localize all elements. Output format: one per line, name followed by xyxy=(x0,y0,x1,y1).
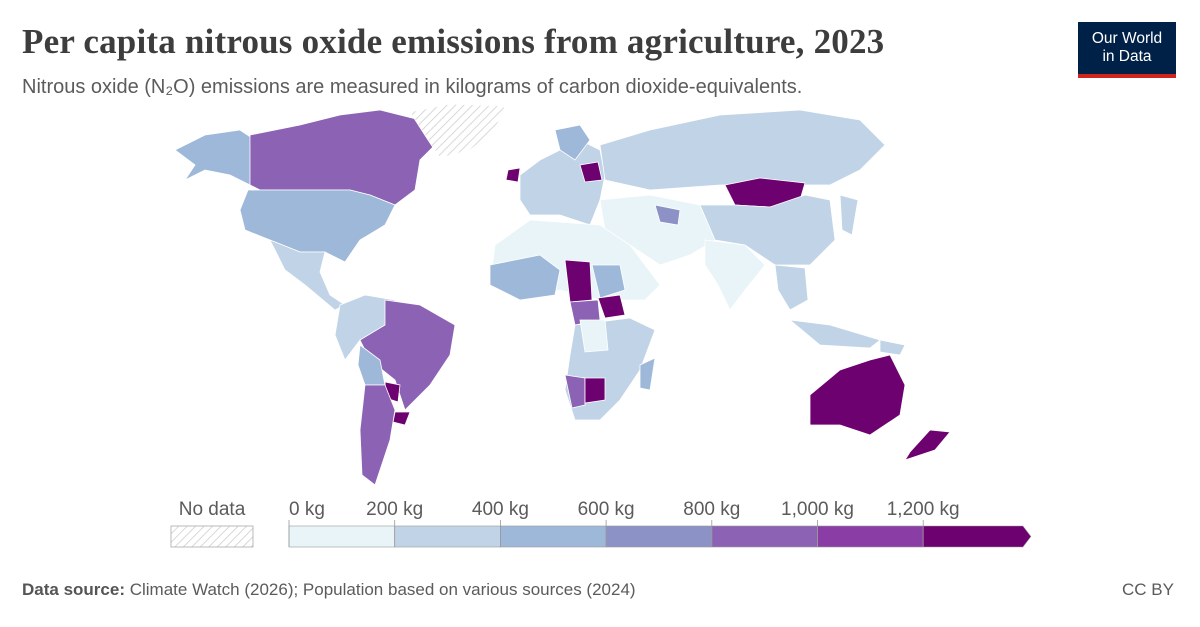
source-text: Climate Watch (2026); Population based o… xyxy=(129,580,636,599)
legend-bin xyxy=(605,525,713,548)
source: Data source: Climate Watch (2026); Popul… xyxy=(22,580,636,600)
country xyxy=(788,319,881,349)
country xyxy=(409,103,506,159)
country xyxy=(174,129,256,186)
country xyxy=(489,254,561,301)
legend-bin xyxy=(394,525,501,548)
country xyxy=(359,384,396,486)
legend-tick-label: 200 kg xyxy=(366,499,423,520)
country xyxy=(564,374,586,409)
legend-bin xyxy=(500,525,607,548)
legend-bin xyxy=(288,525,395,548)
country xyxy=(879,339,906,356)
country xyxy=(839,194,859,236)
logo-line: in Data xyxy=(1102,48,1152,65)
no-data-label: No data xyxy=(179,499,246,520)
countries xyxy=(174,103,951,486)
country xyxy=(599,109,886,191)
subtitle: Nitrous oxide (N₂O) emissions are measur… xyxy=(22,76,803,98)
legend-tick-label: 1,200 kg xyxy=(887,499,960,520)
country xyxy=(699,194,836,266)
country xyxy=(392,411,411,426)
country xyxy=(564,259,593,303)
country xyxy=(359,299,456,411)
license: CC BY xyxy=(1122,580,1174,599)
country xyxy=(591,264,626,299)
country xyxy=(704,239,766,311)
country xyxy=(654,204,681,226)
legend-bin xyxy=(922,525,1032,548)
source-label: Data source: xyxy=(22,580,125,599)
legend-tick-label: 800 kg xyxy=(683,499,740,520)
logo-line: Our World xyxy=(1091,30,1163,47)
country xyxy=(809,354,906,436)
legend-tick-label: 1,000 kg xyxy=(781,499,854,520)
legend-tick-label: 600 kg xyxy=(578,499,635,520)
country xyxy=(904,429,951,461)
country xyxy=(579,319,609,353)
legend: No data 0 kg 200 kg 400 kg 600 kg 800 kg 1,00… xyxy=(170,499,1032,548)
country xyxy=(639,357,656,391)
legend-tick-label: 400 kg xyxy=(472,499,529,520)
country xyxy=(239,189,396,263)
country xyxy=(269,239,346,311)
country xyxy=(584,377,606,404)
logo: Our World in Data xyxy=(1078,22,1176,78)
no-data-swatch xyxy=(170,525,254,548)
legend-bin xyxy=(711,525,818,548)
country xyxy=(505,167,521,183)
country xyxy=(579,161,603,183)
legend-tick-label: 0 kg xyxy=(289,499,325,520)
country xyxy=(554,124,591,161)
country xyxy=(774,264,809,311)
title: Per capita nitrous oxide emissions from … xyxy=(22,22,885,61)
country xyxy=(519,139,606,226)
legend-bin xyxy=(817,525,924,548)
country xyxy=(597,294,626,319)
